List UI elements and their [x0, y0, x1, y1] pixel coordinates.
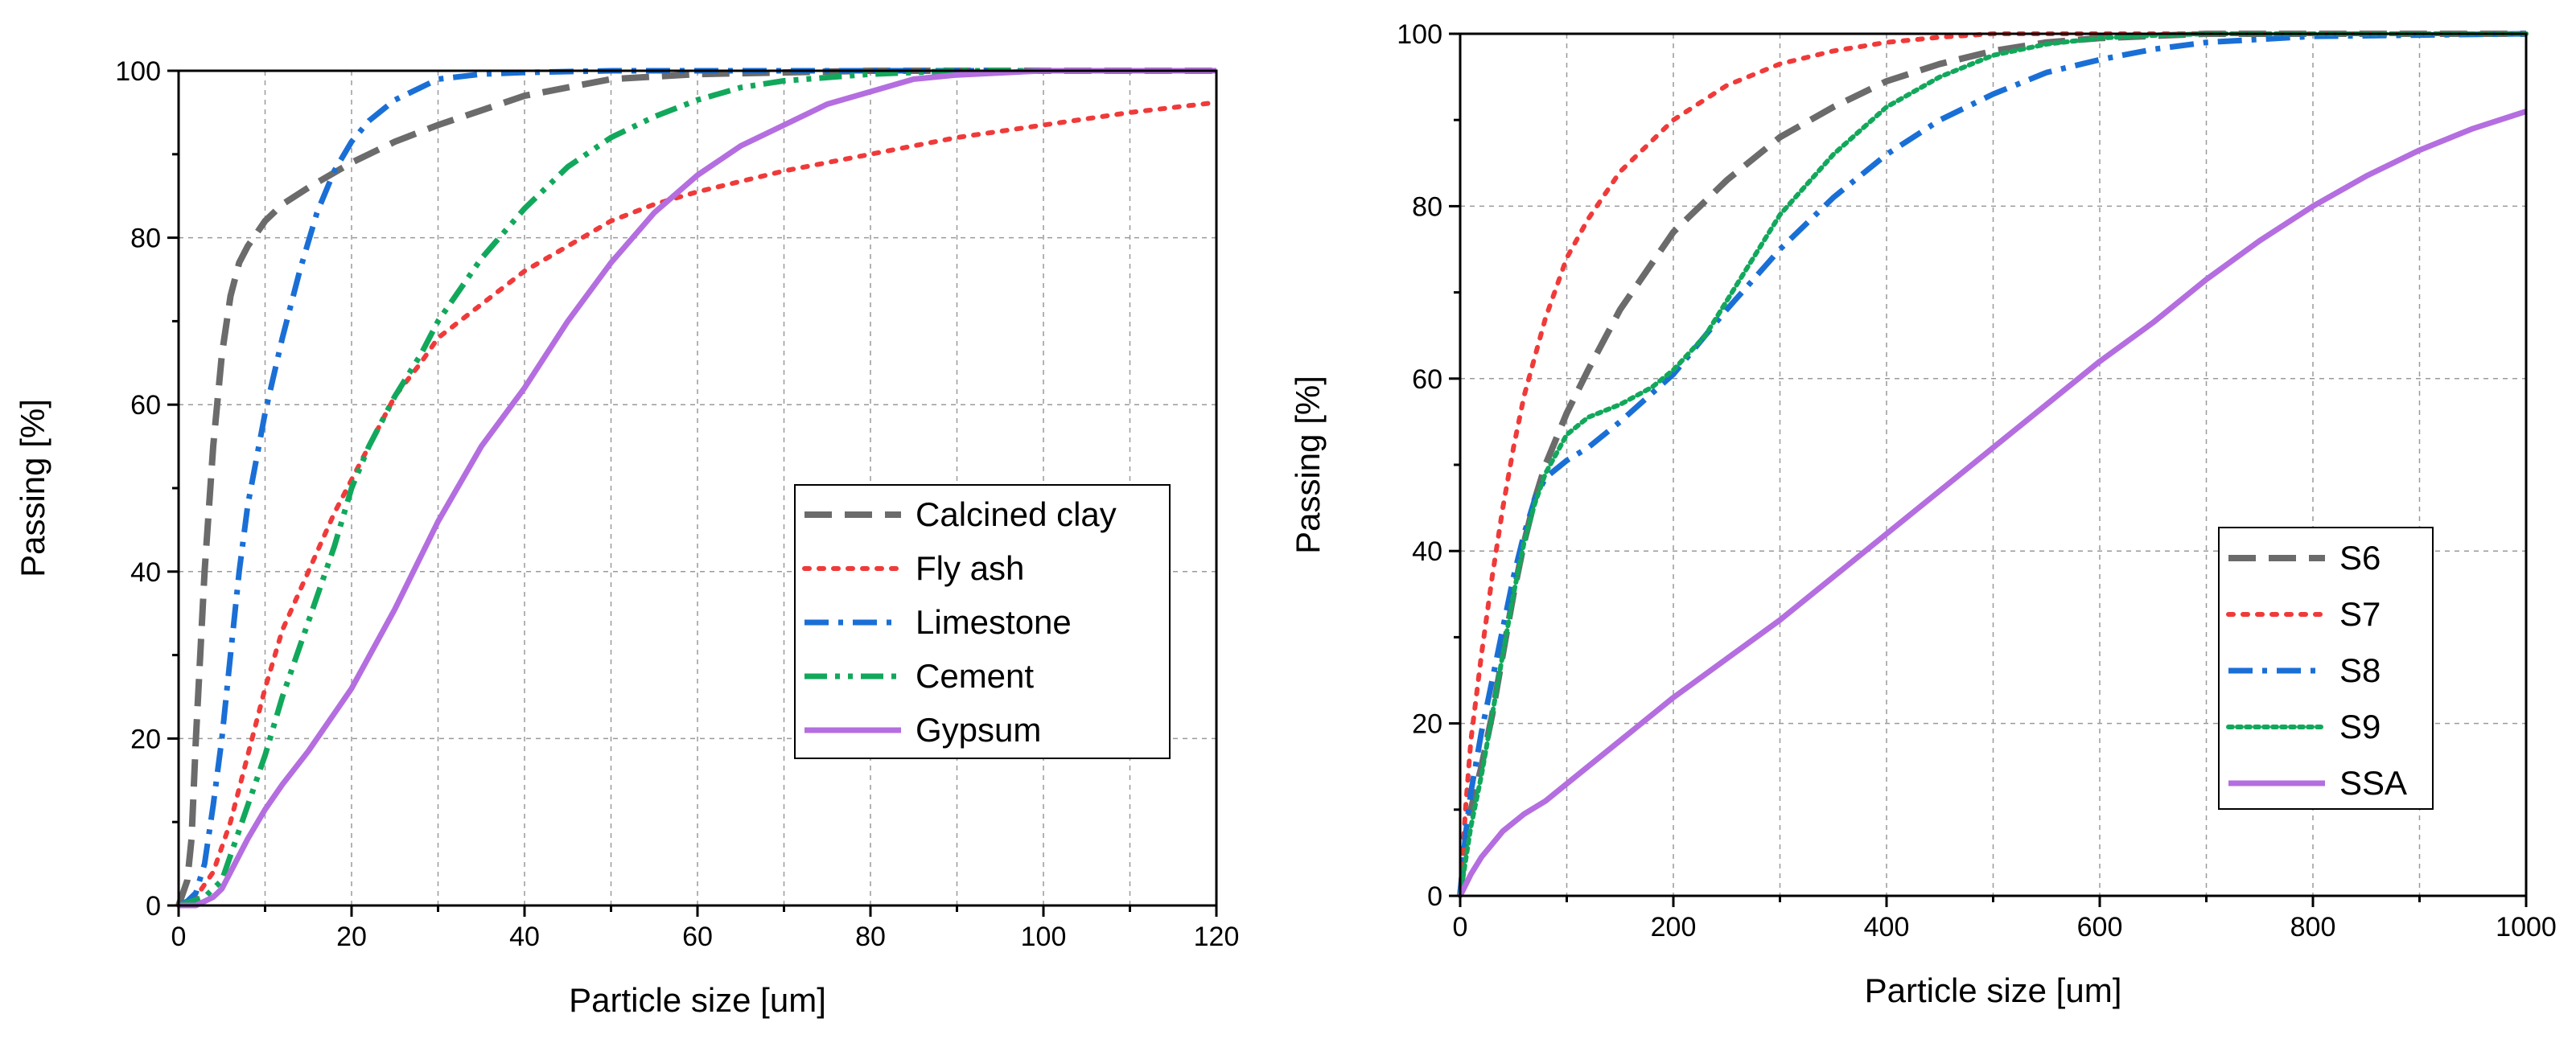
left-x-tick-label-120: 120 [1194, 922, 1240, 952]
right-y-tick-label-40: 40 [1412, 536, 1442, 567]
right-x-axis-title: Particle size [um] [1865, 971, 2122, 1009]
left-legend-label-calcined-clay: Calcined clay [916, 495, 1117, 533]
left-x-tick-label-60: 60 [682, 922, 713, 952]
right-x-tick-label-1000: 1000 [2496, 912, 2557, 942]
right-chart: 0 200 400 600 800 1000 0 20 40 60 80 100 Particle si… [1289, 19, 2557, 1009]
left-x-tick-label-20: 20 [336, 922, 367, 952]
left-legend-label-cement: Cement [916, 657, 1034, 695]
right-y-tick-label-20: 20 [1412, 709, 1442, 740]
left-x-tick-label-100: 100 [1021, 922, 1067, 952]
right-legend-label-ssa: SSA [2339, 764, 2407, 802]
left-y-tick-label-80: 80 [130, 224, 161, 254]
left-legend-label-fly-ash: Fly ash [916, 549, 1024, 587]
left-x-tick-label-40: 40 [509, 922, 540, 952]
right-x-tick-label-0: 0 [1453, 912, 1468, 942]
right-x-tick-label-600: 600 [2077, 912, 2123, 942]
right-y-tick-label-0: 0 [1427, 881, 1442, 912]
left-legend: Calcined clay Fly ash Limestone Cement Gypsu… [795, 485, 1170, 758]
left-legend-label-limestone: Limestone [916, 603, 1072, 641]
right-x-tick-label-200: 200 [1651, 912, 1697, 942]
right-legend: S6 S7 S8 S9 SSA [2219, 528, 2433, 809]
left-y-tick-label-40: 40 [130, 557, 161, 588]
left-y-tick-label-0: 0 [146, 891, 161, 922]
figure: 0 20 40 60 80 100 120 0 20 40 60 80 100 Particle size… [0, 0, 2576, 1043]
left-x-tick-label-80: 80 [855, 922, 886, 952]
left-x-tick-label-0: 0 [171, 922, 187, 952]
right-legend-label-s7: S7 [2339, 595, 2381, 633]
left-y-axis-title: Passing [%] [14, 399, 51, 577]
left-y-tick-label-60: 60 [130, 390, 161, 421]
right-legend-label-s6: S6 [2339, 539, 2381, 577]
left-x-axis-title: Particle size [um] [569, 981, 826, 1019]
right-legend-label-s8: S8 [2339, 651, 2381, 689]
right-x-tick-label-800: 800 [2290, 912, 2336, 942]
right-y-tick-label-60: 60 [1412, 364, 1442, 395]
figure-svg: 0 20 40 60 80 100 120 0 20 40 60 80 100 Particle size… [0, 0, 2576, 1043]
right-legend-label-s9: S9 [2339, 708, 2381, 745]
right-y-axis-title: Passing [%] [1289, 376, 1327, 554]
left-y-tick-label-100: 100 [115, 56, 161, 87]
right-x-tick-label-400: 400 [1864, 912, 1910, 942]
right-y-tick-label-80: 80 [1412, 191, 1442, 222]
left-legend-label-gypsum: Gypsum [916, 711, 1041, 749]
left-y-tick-label-20: 20 [130, 724, 161, 754]
right-y-tick-label-100: 100 [1397, 19, 1442, 50]
left-chart: 0 20 40 60 80 100 120 0 20 40 60 80 100 Particle size… [14, 56, 1239, 1019]
